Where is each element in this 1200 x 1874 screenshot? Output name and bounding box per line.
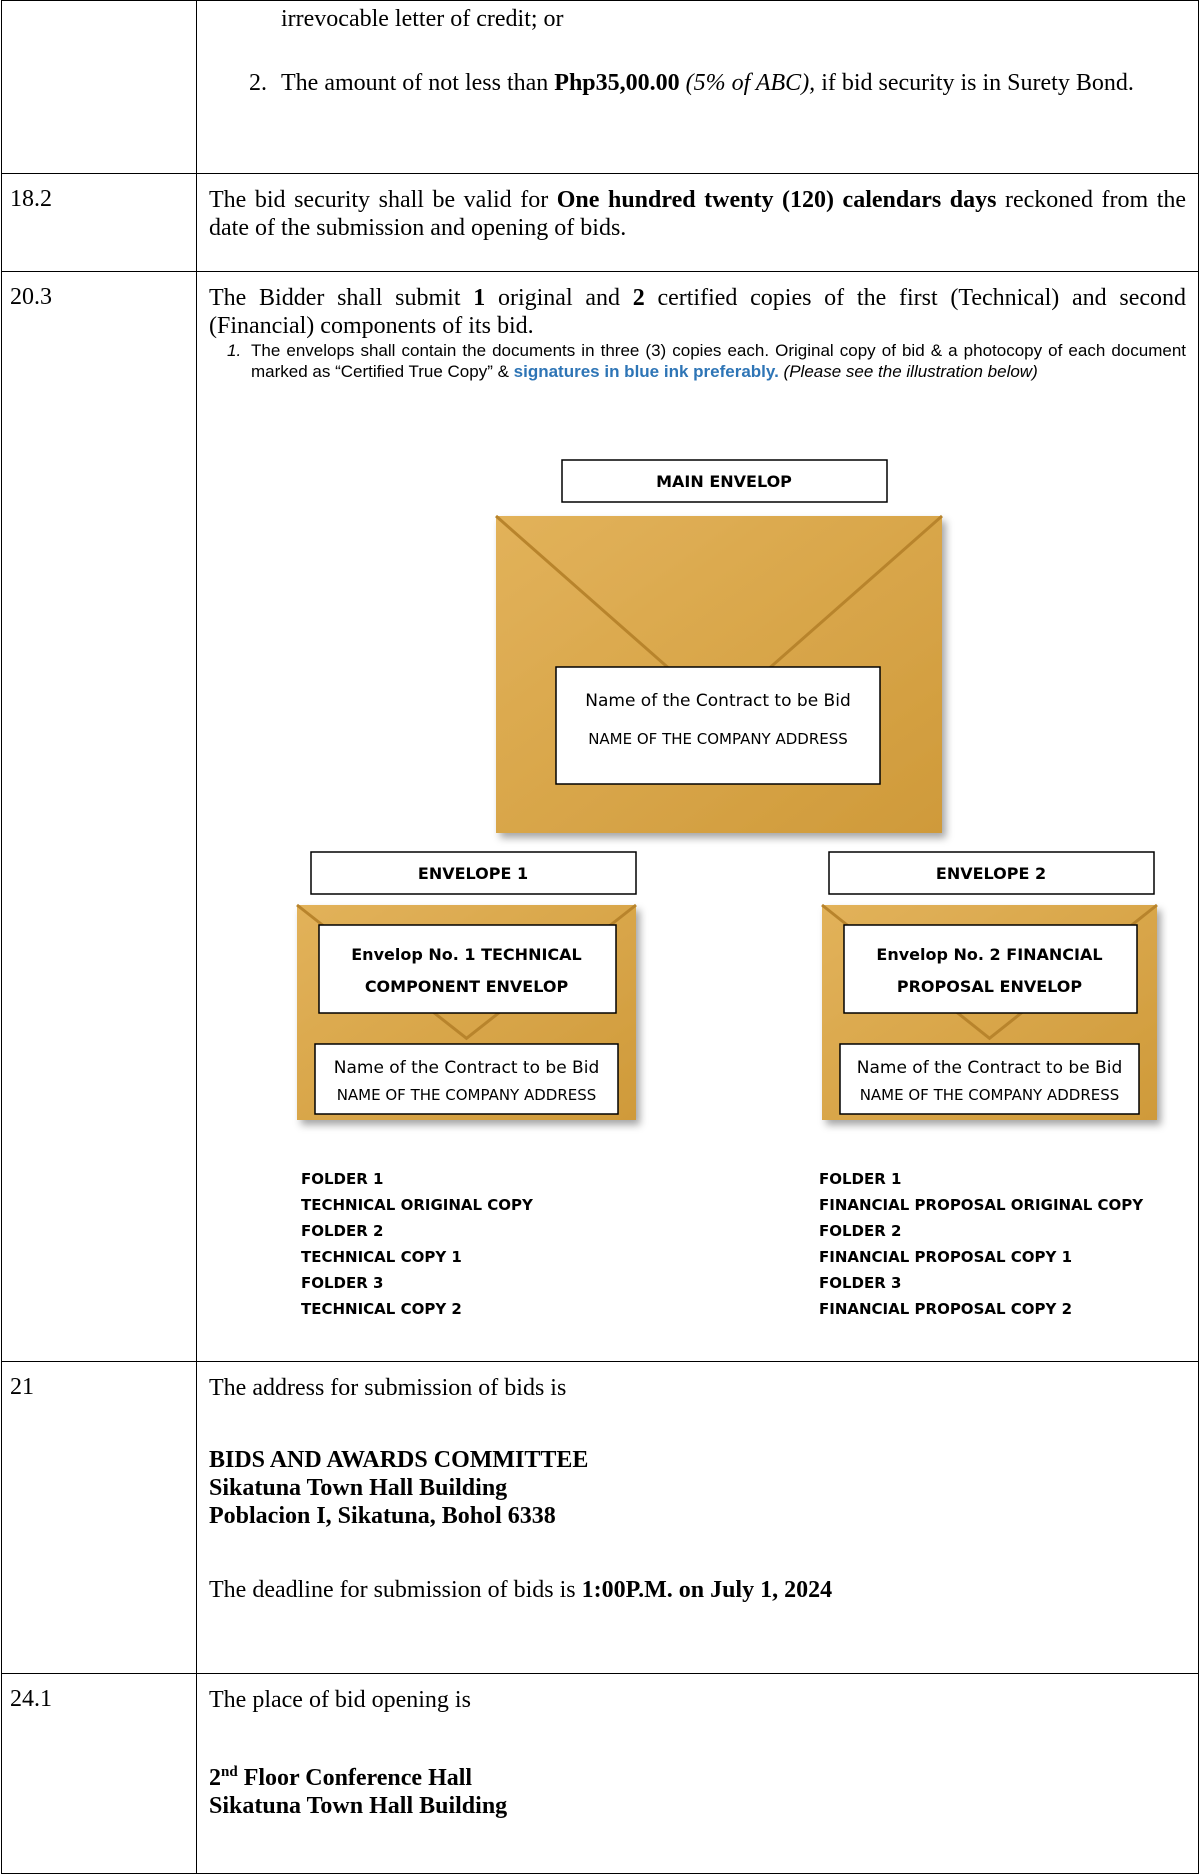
address-line: NAME OF THE COMPANY ADDRESS	[337, 1086, 597, 1104]
text: The amount of not less than Php35,00.00 …	[281, 69, 1134, 97]
text: original and	[497, 285, 620, 311]
folder-line: FOLDER 2	[301, 1222, 383, 1240]
text: The envelops shall contain the documents…	[251, 341, 1186, 381]
list-item: 2. The amount of not less than Php35,00.…	[249, 69, 1186, 97]
folder-line: FOLDER 2	[819, 1222, 901, 1240]
content-cell: The place of bid opening is 2nd Floor Co…	[196, 1673, 1199, 1874]
note: 1. The envelops shall contain the docume…	[227, 340, 1186, 382]
clause-cell: 18.2	[1, 173, 197, 272]
text: The bid security shall be valid for	[209, 187, 549, 213]
place: 2nd Floor Conference Hall Sikatuna Town …	[209, 1758, 1186, 1820]
address-line: Name of the Contract to be Bid	[585, 691, 850, 711]
label-box	[318, 924, 617, 1014]
text: certified copies of the first (Technical…	[209, 285, 1187, 339]
text: The bid security shall be valid for One …	[209, 186, 1186, 242]
envelope-label: ENVELOPE 1	[418, 864, 528, 883]
folder-line: FINANCIAL PROPOSAL COPY 2	[819, 1300, 1072, 1318]
bold-text: One hundred twenty (120) calendars days	[556, 187, 997, 213]
label-box	[843, 924, 1138, 1014]
text: The deadline for submission of bids is 1…	[209, 1576, 1186, 1604]
row: 24.1 The place of bid opening is 2nd Flo…	[1, 1673, 1199, 1874]
text: reckoned from the date of the submission…	[209, 187, 1187, 241]
address: BIDS AND AWARDS COMMITTEE Sikatuna Town …	[209, 1446, 1186, 1530]
superscript: nd	[221, 1764, 238, 1780]
text: The Bidder shall submit	[209, 285, 461, 311]
marker: 2.	[249, 70, 267, 96]
envelope-title: Envelop No. 2 FINANCIAL	[876, 945, 1102, 964]
content-cell: irrevocable letter of credit; or 2. The …	[196, 0, 1199, 174]
address-line: Sikatuna Town Hall Building	[209, 1475, 508, 1501]
text: 2	[209, 1765, 221, 1791]
folder-line: FOLDER 1	[819, 1170, 901, 1188]
envelope-title: PROPOSAL ENVELOP	[897, 977, 1083, 996]
marker: 1.	[227, 341, 242, 360]
text: The envelops shall contain the documents…	[251, 340, 1186, 382]
label-box	[561, 459, 888, 503]
text: if bid security is in Surety Bond.	[821, 70, 1134, 96]
address-line: Name of the Contract to be Bid	[857, 1058, 1122, 1078]
bold-text: 1:00P.M. on July 1, 2024	[581, 1577, 833, 1603]
text: The address for submission of bids is	[209, 1375, 567, 1401]
envelope-title: COMPONENT ENVELOP	[365, 977, 569, 996]
content-cell: The address for submission of bids is BI…	[196, 1361, 1199, 1674]
folder-line: FINANCIAL PROPOSAL ORIGINAL COPY	[819, 1196, 1144, 1214]
clause-cell	[1, 0, 197, 174]
envelope-label: ENVELOPE 2	[936, 864, 1046, 883]
text: The deadline for submission of bids is	[209, 1577, 576, 1603]
label-box	[828, 851, 1155, 895]
text: The Bidder shall submit 1 original and 2…	[209, 284, 1186, 340]
clause-cell: 24.1	[1, 1673, 197, 1874]
folder-line: TECHNICAL ORIGINAL COPY	[301, 1196, 534, 1214]
folder-line: FOLDER 3	[819, 1274, 901, 1292]
row: 20.3 The Bidder shall submit 1 original …	[1, 271, 1199, 1362]
text: Floor Conference Hall	[243, 1765, 473, 1791]
label-box	[314, 1043, 619, 1115]
envelope-label: MAIN ENVELOP	[656, 472, 792, 491]
highlight: signatures in blue ink preferably.	[513, 362, 779, 381]
bold-text: 1	[473, 285, 486, 311]
row: irrevocable letter of credit; or 2. The …	[1, 0, 1199, 174]
label-box	[839, 1043, 1140, 1115]
address-line: Poblacion I, Sikatuna, Bohol 6338	[209, 1503, 556, 1529]
row: 18.2 The bid security shall be valid for…	[1, 173, 1199, 272]
content-cell: The bid security shall be valid for One …	[196, 173, 1199, 272]
italic-text: (Please see the illustration below)	[783, 362, 1038, 381]
content-cell: The Bidder shall submit 1 original and 2…	[196, 271, 1199, 1362]
text: The amount of not less than	[281, 70, 549, 96]
clause-cell: 21	[1, 1361, 197, 1674]
folder-line: TECHNICAL COPY 1	[301, 1248, 462, 1266]
folder-line: FOLDER 1	[301, 1170, 383, 1188]
envelope-illustration: MAIN ENVELOP Name of the Contract to be B…	[296, 459, 1158, 1318]
label-box	[310, 851, 637, 895]
text: Sikatuna Town Hall Building	[209, 1793, 508, 1819]
envelope-title: Envelop No. 1 TECHNICAL	[351, 945, 581, 964]
note: (5% of ABC),	[685, 70, 816, 96]
amount: Php35,00.00	[554, 70, 680, 96]
folder-line: TECHNICAL COPY 2	[301, 1300, 462, 1318]
text: irrevocable letter of credit; or	[281, 6, 564, 32]
label-box	[555, 666, 881, 785]
bold-text: 2	[632, 285, 645, 311]
folder-line: FOLDER 3	[301, 1274, 383, 1292]
address-line: Name of the Contract to be Bid	[334, 1058, 599, 1078]
row: 21 The address for submission of bids is…	[1, 1361, 1199, 1674]
address-line: BIDS AND AWARDS COMMITTEE	[209, 1447, 589, 1473]
text: The place of bid opening is	[209, 1687, 471, 1713]
clause-cell: 20.3	[1, 271, 197, 1362]
address-line: NAME OF THE COMPANY ADDRESS	[860, 1086, 1120, 1104]
folder-line: FINANCIAL PROPOSAL COPY 1	[819, 1248, 1072, 1266]
address-line: NAME OF THE COMPANY ADDRESS	[588, 730, 848, 748]
